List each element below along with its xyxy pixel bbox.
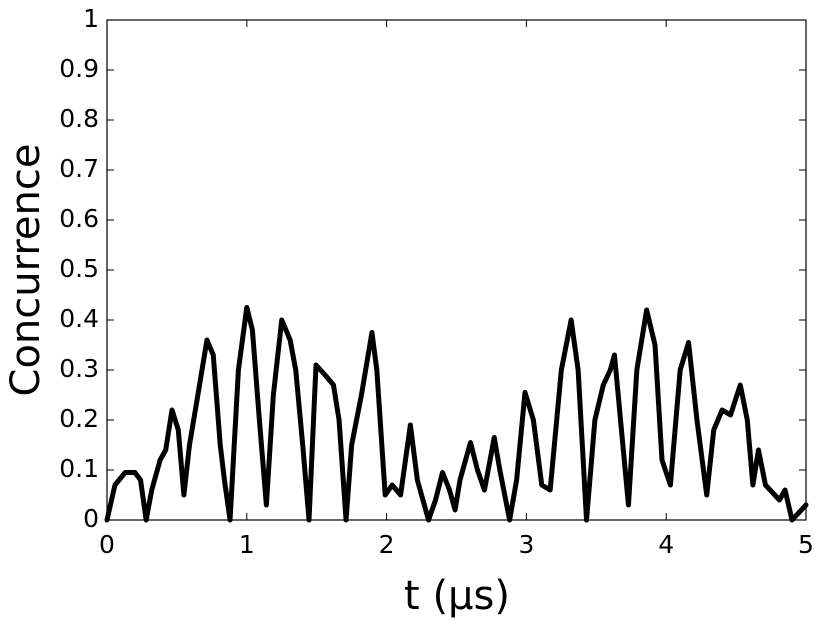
x-axis-label: t (μs)	[404, 573, 510, 619]
y-tick-label: 0	[83, 504, 99, 533]
y-axis-label: Concurrence	[3, 144, 49, 397]
y-tick-label: 0.6	[59, 204, 99, 233]
y-tick-label: 0.1	[59, 454, 99, 483]
data-line	[104, 305, 809, 523]
y-tick-label: 0.8	[59, 104, 99, 133]
y-tick-label: 0.2	[59, 404, 99, 433]
x-tick-label: 2	[379, 530, 395, 559]
y-tick-label: 0.7	[59, 154, 99, 183]
y-tick-label: 0.5	[59, 254, 99, 283]
y-tick-label: 1	[83, 4, 99, 33]
x-tick-label: 3	[518, 530, 534, 559]
y-tick-label: 0.9	[59, 54, 99, 83]
x-tick-label: 0	[99, 530, 115, 559]
x-tick-label: 5	[798, 530, 814, 559]
x-tick-label: 4	[658, 530, 674, 559]
x-tick-label: 1	[239, 530, 255, 559]
y-tick-label: 0.4	[59, 304, 99, 333]
y-tick-label: 0.3	[59, 354, 99, 383]
